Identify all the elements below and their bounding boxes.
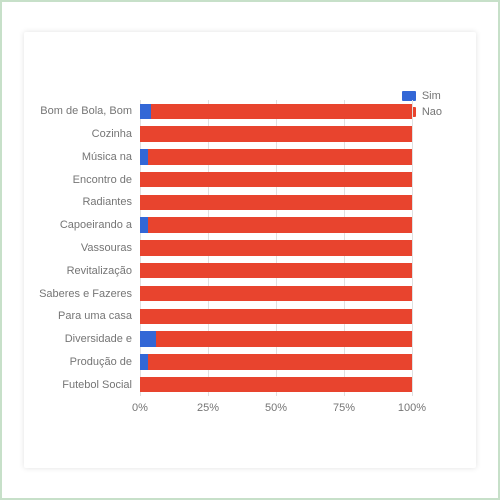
bar-row <box>140 195 412 210</box>
bar-segment-nao <box>140 286 412 301</box>
bar-segment-nao <box>140 172 412 187</box>
bar-segment-nao <box>156 331 412 346</box>
y-axis-label: Radiantes <box>82 196 132 208</box>
bar-segment-nao <box>148 149 412 164</box>
bar-row <box>140 104 412 119</box>
bar-row <box>140 217 412 232</box>
bar-segment-nao <box>140 126 412 141</box>
y-axis-label: Cozinha <box>92 128 132 140</box>
bar-segment-nao <box>140 377 412 392</box>
bar-segment-sim <box>140 354 148 369</box>
bar-segment-sim <box>140 104 151 119</box>
bar-segment-nao <box>140 240 412 255</box>
y-axis-label: Encontro de <box>73 174 132 186</box>
x-tick-label: 100% <box>398 402 426 414</box>
gridline <box>412 100 413 396</box>
x-tick-label: 50% <box>265 402 287 414</box>
bar-segment-nao <box>148 354 412 369</box>
legend-label-nao: Nao <box>422 106 442 118</box>
bar-segment-sim <box>140 149 148 164</box>
bar-segment-sim <box>140 217 148 232</box>
x-tick-label: 75% <box>333 402 355 414</box>
bar-segment-nao <box>140 309 412 324</box>
y-axis-label: Futebol Social <box>62 379 132 391</box>
y-axis-label: Vassouras <box>81 242 132 254</box>
y-axis: Bom de Bola, Bom Cozinha Música na Encontro… <box>24 100 136 396</box>
bar-row <box>140 331 412 346</box>
y-axis-label: Revitalização <box>67 265 132 277</box>
x-tick-label: 25% <box>197 402 219 414</box>
legend-label-sim: Sim <box>422 90 441 102</box>
bar-row <box>140 377 412 392</box>
bar-row <box>140 240 412 255</box>
bar-segment-nao <box>148 217 412 232</box>
y-axis-label: Capoeirando a <box>60 219 132 231</box>
y-axis-label: Bom de Bola, Bom <box>40 105 132 117</box>
plot-area: 0%25%50%75%100% <box>140 100 412 396</box>
chart-frame: Sim Nao Bom de Bola, Bom Cozinha Música na E… <box>0 0 500 500</box>
y-axis-label: Saberes e Fazeres <box>39 288 132 300</box>
bar-row <box>140 126 412 141</box>
y-axis-label: Diversidade e <box>65 333 132 345</box>
bar-segment-sim <box>140 331 156 346</box>
x-tick-label: 0% <box>132 402 148 414</box>
bar-row <box>140 309 412 324</box>
bar-segment-nao <box>151 104 412 119</box>
bar-row <box>140 286 412 301</box>
bar-segment-nao <box>140 263 412 278</box>
y-axis-label: Produção de <box>70 356 132 368</box>
bar-row <box>140 172 412 187</box>
chart-card: Sim Nao Bom de Bola, Bom Cozinha Música na E… <box>24 32 476 468</box>
bar-segment-nao <box>140 195 412 210</box>
bar-row <box>140 354 412 369</box>
y-axis-label: Para uma casa <box>58 310 132 322</box>
bar-row <box>140 263 412 278</box>
bar-row <box>140 149 412 164</box>
y-axis-label: Música na <box>82 151 132 163</box>
